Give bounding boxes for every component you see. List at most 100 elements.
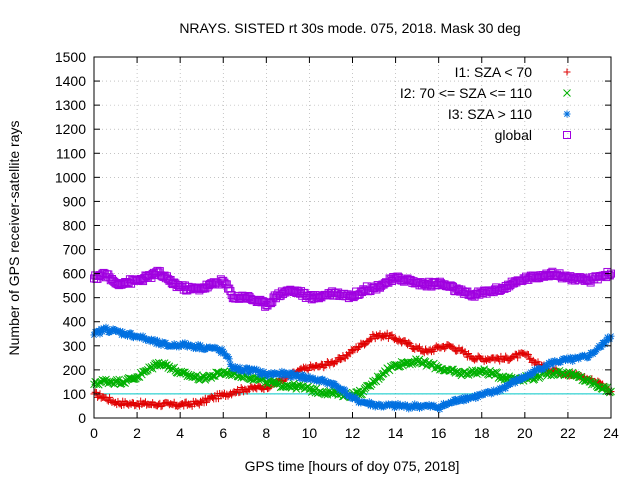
data-point xyxy=(316,387,325,396)
series-1-fill-marker xyxy=(333,358,341,366)
data-point xyxy=(510,378,518,386)
data-point xyxy=(133,276,142,285)
series-2 xyxy=(90,355,615,402)
data-point xyxy=(424,348,432,356)
data-point xyxy=(391,361,400,369)
data-point xyxy=(456,369,465,378)
series-2-fill-marker xyxy=(152,359,161,367)
data-point xyxy=(122,376,131,385)
data-point xyxy=(165,342,173,350)
x-tick-label: 12 xyxy=(345,425,361,441)
data-point xyxy=(165,401,173,409)
x-tick-label: 22 xyxy=(560,425,576,441)
data-point xyxy=(197,374,206,383)
y-axis-label: Number of GPS receiver-satellite rays xyxy=(6,121,22,356)
data-point xyxy=(478,355,486,363)
data-point xyxy=(208,344,216,352)
series-4-fill-marker xyxy=(605,271,614,280)
data-point xyxy=(327,388,335,397)
data-point xyxy=(273,380,281,389)
data-point xyxy=(359,285,368,294)
y-axis-ticks: 0 100 200 300 400 500 600 700 800 900 1000 1100 1200… xyxy=(55,49,611,426)
data-point xyxy=(596,272,605,281)
data-point xyxy=(155,339,163,347)
series-1-fill-marker xyxy=(170,398,178,406)
data-point xyxy=(542,361,550,369)
y-tick-label: 1000 xyxy=(55,169,86,185)
data-point xyxy=(208,394,216,402)
data-point xyxy=(488,286,497,295)
data-point xyxy=(143,273,152,282)
data-point xyxy=(380,279,389,288)
data-point xyxy=(133,332,141,340)
data-point xyxy=(553,368,561,377)
series-4-fill-marker xyxy=(267,299,276,308)
data-point xyxy=(370,401,378,409)
data-point xyxy=(251,296,260,305)
data-point xyxy=(435,343,443,351)
data-point xyxy=(284,371,292,379)
data-point xyxy=(510,279,519,288)
data-point xyxy=(402,358,411,367)
data-point xyxy=(563,273,572,282)
y-tick-label: 1200 xyxy=(55,121,86,137)
series-2-fill-marker xyxy=(373,372,382,381)
x-tick-label: 16 xyxy=(431,425,447,441)
data-point xyxy=(596,382,605,391)
data-point xyxy=(585,351,593,359)
data-point xyxy=(424,402,432,410)
data-point xyxy=(370,378,378,386)
data-point xyxy=(553,357,561,365)
data-point xyxy=(477,367,486,375)
data-point xyxy=(305,363,313,371)
data-point xyxy=(467,394,475,402)
data-point xyxy=(230,365,238,373)
data-point xyxy=(456,395,464,403)
data-point xyxy=(521,350,529,358)
data-point xyxy=(208,372,217,380)
series-2-fill-marker xyxy=(363,382,371,390)
data-point xyxy=(154,268,163,277)
legend-label: I2: 70 <= SZA <= 110 xyxy=(400,85,532,101)
data-point xyxy=(154,358,163,367)
data-point xyxy=(240,292,249,301)
data-point xyxy=(402,339,410,347)
data-point xyxy=(348,292,357,301)
data-point xyxy=(359,387,368,396)
legend-label: I1: SZA < 70 xyxy=(455,64,533,80)
data-point xyxy=(144,366,152,374)
series-2-fill-marker xyxy=(182,370,191,378)
series-1-fill-marker xyxy=(441,345,449,353)
data-point xyxy=(100,376,109,385)
data-point xyxy=(241,366,249,374)
data-point xyxy=(423,280,432,289)
series-1-fill-marker xyxy=(388,331,396,339)
data-point xyxy=(349,347,356,355)
data-point xyxy=(574,275,583,284)
data-point xyxy=(176,401,184,409)
data-point xyxy=(273,369,281,377)
data-point xyxy=(456,287,465,296)
data-point xyxy=(187,372,195,380)
data-point xyxy=(445,342,453,350)
data-point xyxy=(305,374,313,382)
x-tick-label: 2 xyxy=(133,425,141,441)
series-1-fill-marker xyxy=(461,348,469,356)
data-point xyxy=(326,288,335,297)
legend-marker xyxy=(563,131,571,139)
x-axis-label: GPS time [hours of doy 075, 2018] xyxy=(245,458,460,474)
data-point xyxy=(434,279,443,288)
data-point xyxy=(100,269,109,278)
data-point xyxy=(359,398,367,406)
data-point xyxy=(392,335,400,343)
data-point xyxy=(165,362,174,371)
data-point xyxy=(327,379,335,387)
series-2-fill-marker xyxy=(215,370,224,379)
data-point xyxy=(252,384,260,392)
x-tick-label: 14 xyxy=(388,425,404,441)
data-point xyxy=(208,280,217,289)
data-point xyxy=(295,372,303,380)
data-point xyxy=(499,384,507,392)
data-point xyxy=(575,355,583,363)
series-3-fill-marker xyxy=(225,355,233,363)
